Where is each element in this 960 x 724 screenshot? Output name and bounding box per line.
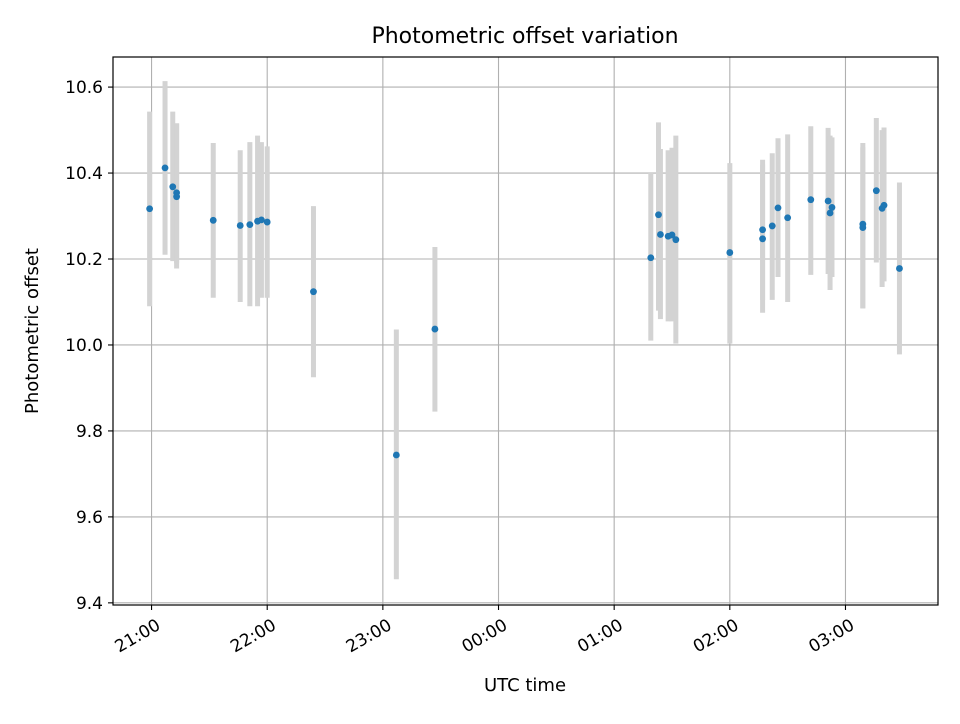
x-tick-label: 22:00 (227, 615, 279, 657)
y-axis-label: Photometric offset (22, 248, 43, 414)
data-point (258, 216, 265, 224)
data-point (655, 211, 662, 219)
data-point (828, 204, 836, 211)
y-tick-label: 10.0 (65, 336, 103, 356)
data-point (392, 451, 400, 459)
data-point (807, 196, 815, 204)
x-tick-label: 02:00 (690, 615, 742, 657)
data-point (726, 249, 734, 256)
data-point (880, 201, 888, 209)
y-tick-label: 9.8 (76, 422, 103, 442)
data-point (784, 214, 792, 222)
x-tick-label: 23:00 (343, 615, 395, 657)
data-point (672, 236, 680, 244)
chart-title: Photometric offset variation (371, 24, 678, 49)
data-point (824, 197, 832, 205)
data-point (431, 325, 439, 333)
x-axis-ticks: 21:00 22:00 23:00 00:00 01:00 02:00 03:00 (112, 605, 858, 657)
y-axis-ticks: 9.4 9.6 9.8 10.0 10.2 10.4 10.6 (65, 78, 113, 614)
data-point (657, 231, 664, 238)
data-point (768, 222, 776, 230)
y-tick-label: 10.6 (65, 78, 103, 98)
y-tick-label: 9.4 (76, 594, 103, 614)
x-tick-label: 21:00 (112, 615, 164, 657)
data-points (146, 164, 903, 459)
axes-frame (112, 56, 939, 606)
error-bars (147, 81, 902, 580)
x-tick-label: 01:00 (574, 615, 626, 657)
data-point (826, 209, 834, 217)
y-tick-label: 10.4 (65, 164, 103, 184)
x-tick-label: 00:00 (459, 615, 511, 657)
data-point (774, 204, 782, 212)
data-point (146, 205, 154, 213)
y-tick-label: 10.2 (65, 250, 103, 270)
data-point (872, 187, 880, 195)
data-point (169, 183, 177, 191)
data-point (246, 221, 254, 229)
y-tick-label: 9.6 (76, 508, 103, 528)
data-point (209, 216, 217, 224)
data-point (896, 265, 903, 272)
x-tick-label: 03:00 (806, 615, 858, 657)
data-point (310, 288, 317, 296)
data-point (236, 222, 244, 229)
gridlines (113, 57, 938, 605)
data-point (859, 224, 867, 232)
data-point (759, 235, 766, 243)
data-point (759, 226, 766, 234)
data-point (161, 164, 169, 172)
x-axis-label: UTC time (484, 675, 566, 696)
data-point (668, 231, 676, 239)
data-point (263, 218, 271, 226)
data-point (173, 189, 181, 197)
data-point (647, 254, 655, 262)
